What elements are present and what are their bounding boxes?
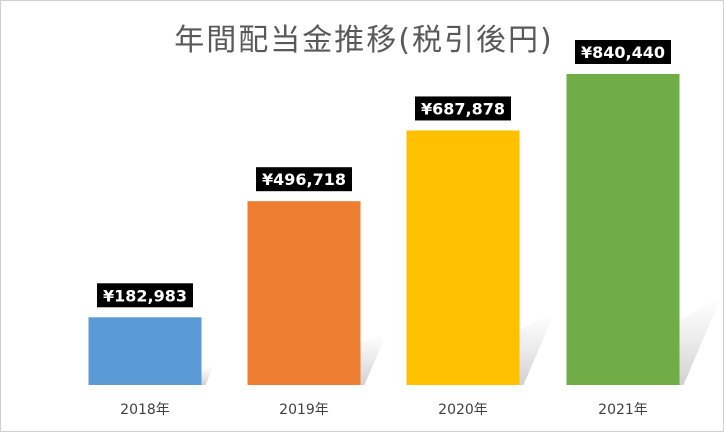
data-label-box [415, 96, 511, 121]
data-label: ¥840,440 [581, 43, 665, 62]
data-label: ¥182,983 [103, 286, 187, 305]
data-label-box [97, 283, 193, 308]
x-tick-label: 2021年 [598, 402, 648, 418]
data-label-box [575, 40, 671, 64]
x-tick-label: 2019年 [279, 402, 329, 418]
bar-2018年 [88, 317, 202, 385]
chart-title: 年間配当金推移(税引後円) [174, 23, 554, 58]
x-tick-label: 2020年 [438, 402, 488, 418]
data-label: ¥687,878 [421, 99, 505, 118]
data-label: ¥496,718 [262, 170, 346, 189]
bar-2021年 [566, 74, 680, 385]
bar-2019年 [247, 201, 361, 385]
bar-2020年 [406, 130, 520, 385]
x-tick-label: 2018年 [120, 402, 170, 418]
data-label-box [256, 167, 352, 192]
